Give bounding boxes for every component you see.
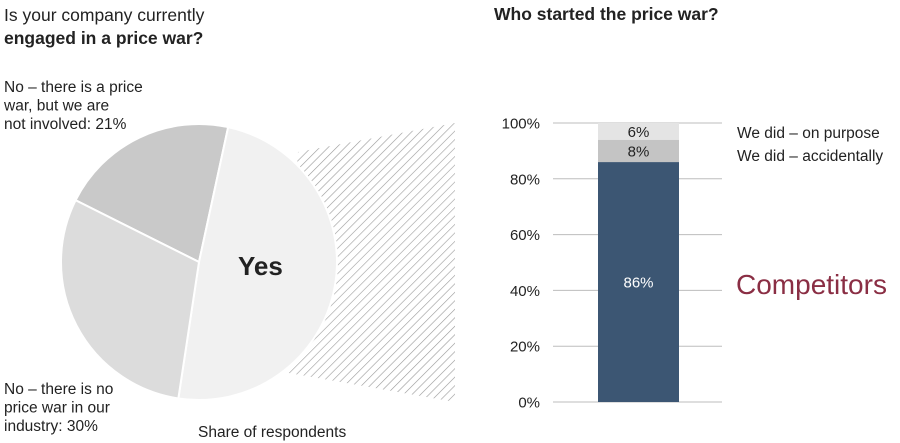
pie-slice-yes [177, 125, 338, 401]
y-tick-label: 80% [510, 171, 540, 188]
y-tick-label: 40% [510, 283, 540, 300]
series-label-competitors: Competitors [736, 269, 887, 300]
stacked-bar-chart: 0% 20% 40% 60% 80% 100% 86% 8% 6% We did – on pur… [502, 116, 887, 412]
left-title-line-1: Is your company currently [4, 5, 205, 25]
pie-label-no-price-war: No – there is no price war in our industry… [4, 381, 113, 435]
bar-segment-on-purpose [598, 123, 679, 140]
right-chart-title: Who started the price war? [494, 4, 719, 24]
y-tick-label: 60% [510, 227, 540, 244]
left-chart-title: Is your company currently engaged in a p… [4, 4, 204, 50]
y-tick-label: 0% [518, 395, 540, 412]
pie-labels: No – there is a price war, but we are not … [3, 79, 143, 435]
pie-caption: Share of respondents [198, 424, 346, 441]
bar-segment-accidentally [598, 139, 679, 163]
series-label-accidentally: We did – accidentally [737, 148, 883, 165]
pie-label-not-involved: No – there is a price war, but we are not … [3, 79, 143, 133]
bar-data-label: 6% [628, 124, 650, 141]
hatched-connector [283, 123, 455, 402]
pie-yes-label: Yes [238, 251, 283, 281]
bar-data-label: 86% [623, 275, 653, 292]
series-label-on-purpose: We did – on purpose [737, 125, 880, 142]
bar-data-label: 8% [628, 143, 650, 160]
bar-segment-competitors [598, 162, 679, 402]
left-title-line-2: engaged in a price war? [4, 28, 204, 48]
pie-chart [60, 123, 338, 401]
y-tick-label: 20% [510, 339, 540, 356]
pie-slice-not-involved [74, 123, 230, 264]
y-tick-label: 100% [502, 116, 540, 133]
pie-slice-no-price-war [60, 198, 201, 400]
